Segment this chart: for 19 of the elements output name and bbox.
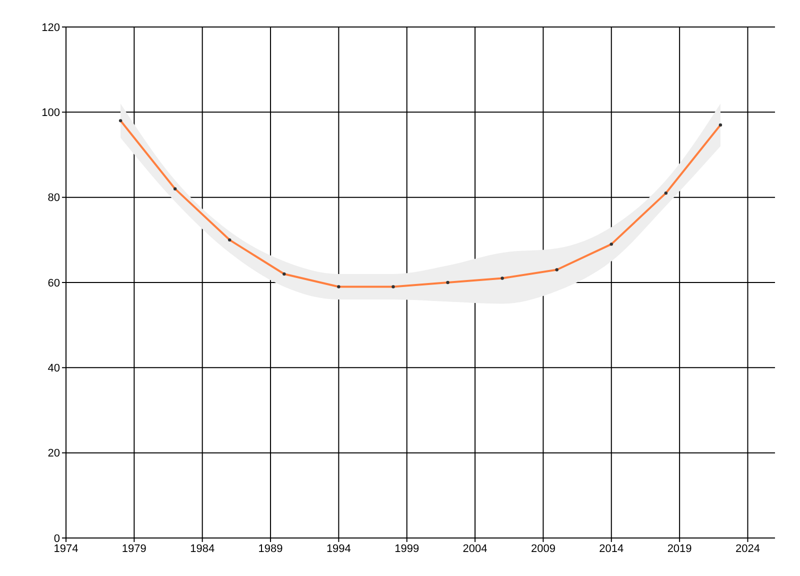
x-tick-label: 1999: [394, 542, 420, 555]
y-tick-label: 80: [48, 192, 60, 204]
x-tick-label: 2024: [735, 542, 760, 555]
y-tick-label: 0: [54, 532, 60, 545]
x-tick-label: 2014: [599, 542, 624, 555]
x-tick-label: 1984: [190, 542, 215, 555]
x-tick-label: 1979: [122, 542, 146, 555]
y-tick-label: 120: [42, 22, 60, 34]
x-tick-label: 1989: [258, 542, 283, 555]
y-tick-label: 60: [48, 277, 60, 290]
line-series: [118, 119, 722, 288]
x-tick-label: 2019: [667, 542, 692, 555]
x-tick-label: 2009: [530, 542, 556, 555]
y-tick-label: 100: [42, 107, 60, 120]
y-tick-label: 40: [48, 362, 60, 375]
x-tick-label: 2004: [462, 542, 488, 555]
x-tick-label: 1974: [54, 542, 78, 555]
y-tick-label: 20: [48, 448, 60, 460]
x-tick-label: 1994: [326, 542, 351, 555]
